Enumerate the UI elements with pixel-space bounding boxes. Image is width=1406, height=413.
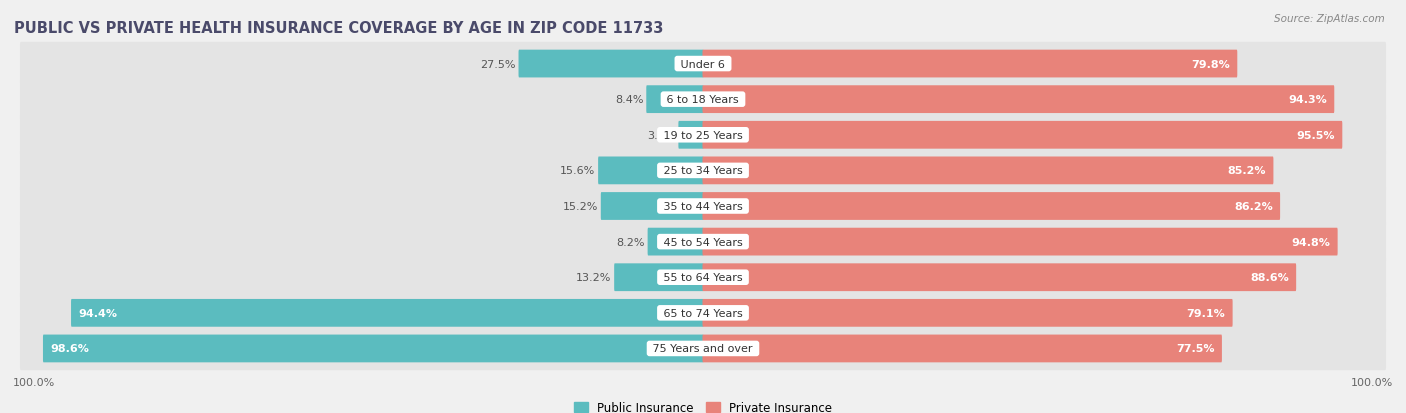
FancyBboxPatch shape (614, 263, 703, 292)
FancyBboxPatch shape (703, 299, 1233, 327)
Text: 19 to 25 Years: 19 to 25 Years (659, 131, 747, 140)
FancyBboxPatch shape (703, 121, 1343, 150)
FancyBboxPatch shape (703, 86, 1334, 114)
FancyBboxPatch shape (519, 50, 703, 78)
FancyBboxPatch shape (72, 299, 703, 327)
FancyBboxPatch shape (20, 150, 1386, 192)
FancyBboxPatch shape (678, 121, 703, 150)
Text: 55 to 64 Years: 55 to 64 Years (659, 273, 747, 282)
FancyBboxPatch shape (598, 157, 703, 185)
FancyBboxPatch shape (44, 335, 703, 363)
Legend: Public Insurance, Private Insurance: Public Insurance, Private Insurance (569, 396, 837, 413)
FancyBboxPatch shape (20, 78, 1386, 121)
Text: 79.8%: 79.8% (1191, 59, 1230, 69)
Text: 86.2%: 86.2% (1234, 202, 1272, 211)
Text: 45 to 54 Years: 45 to 54 Years (659, 237, 747, 247)
Text: 95.5%: 95.5% (1296, 131, 1336, 140)
FancyBboxPatch shape (703, 157, 1274, 185)
Text: 77.5%: 77.5% (1177, 344, 1215, 354)
FancyBboxPatch shape (20, 221, 1386, 263)
Text: 27.5%: 27.5% (481, 59, 516, 69)
Text: Source: ZipAtlas.com: Source: ZipAtlas.com (1274, 14, 1385, 24)
FancyBboxPatch shape (20, 43, 1386, 86)
Text: 25 to 34 Years: 25 to 34 Years (659, 166, 747, 176)
FancyBboxPatch shape (648, 228, 703, 256)
Text: 98.6%: 98.6% (51, 344, 89, 354)
Text: 3.6%: 3.6% (647, 131, 675, 140)
FancyBboxPatch shape (20, 114, 1386, 157)
Text: 6 to 18 Years: 6 to 18 Years (664, 95, 742, 105)
Text: 94.4%: 94.4% (79, 308, 117, 318)
Text: 85.2%: 85.2% (1227, 166, 1267, 176)
Text: 94.3%: 94.3% (1288, 95, 1327, 105)
FancyBboxPatch shape (20, 256, 1386, 299)
FancyBboxPatch shape (647, 86, 703, 114)
Text: 8.4%: 8.4% (614, 95, 644, 105)
FancyBboxPatch shape (703, 192, 1279, 221)
FancyBboxPatch shape (20, 185, 1386, 228)
Text: 88.6%: 88.6% (1250, 273, 1289, 282)
Text: 65 to 74 Years: 65 to 74 Years (659, 308, 747, 318)
Text: PUBLIC VS PRIVATE HEALTH INSURANCE COVERAGE BY AGE IN ZIP CODE 11733: PUBLIC VS PRIVATE HEALTH INSURANCE COVER… (14, 21, 664, 36)
Text: 75 Years and over: 75 Years and over (650, 344, 756, 354)
FancyBboxPatch shape (20, 292, 1386, 335)
Text: 13.2%: 13.2% (576, 273, 612, 282)
Text: 79.1%: 79.1% (1187, 308, 1226, 318)
FancyBboxPatch shape (703, 50, 1237, 78)
FancyBboxPatch shape (703, 335, 1222, 363)
Text: 35 to 44 Years: 35 to 44 Years (659, 202, 747, 211)
FancyBboxPatch shape (703, 228, 1337, 256)
Text: 8.2%: 8.2% (616, 237, 645, 247)
Text: 15.6%: 15.6% (560, 166, 595, 176)
Text: 15.2%: 15.2% (562, 202, 598, 211)
Text: Under 6: Under 6 (678, 59, 728, 69)
FancyBboxPatch shape (600, 192, 703, 221)
Text: 94.8%: 94.8% (1292, 237, 1330, 247)
FancyBboxPatch shape (703, 263, 1296, 292)
FancyBboxPatch shape (20, 327, 1386, 370)
